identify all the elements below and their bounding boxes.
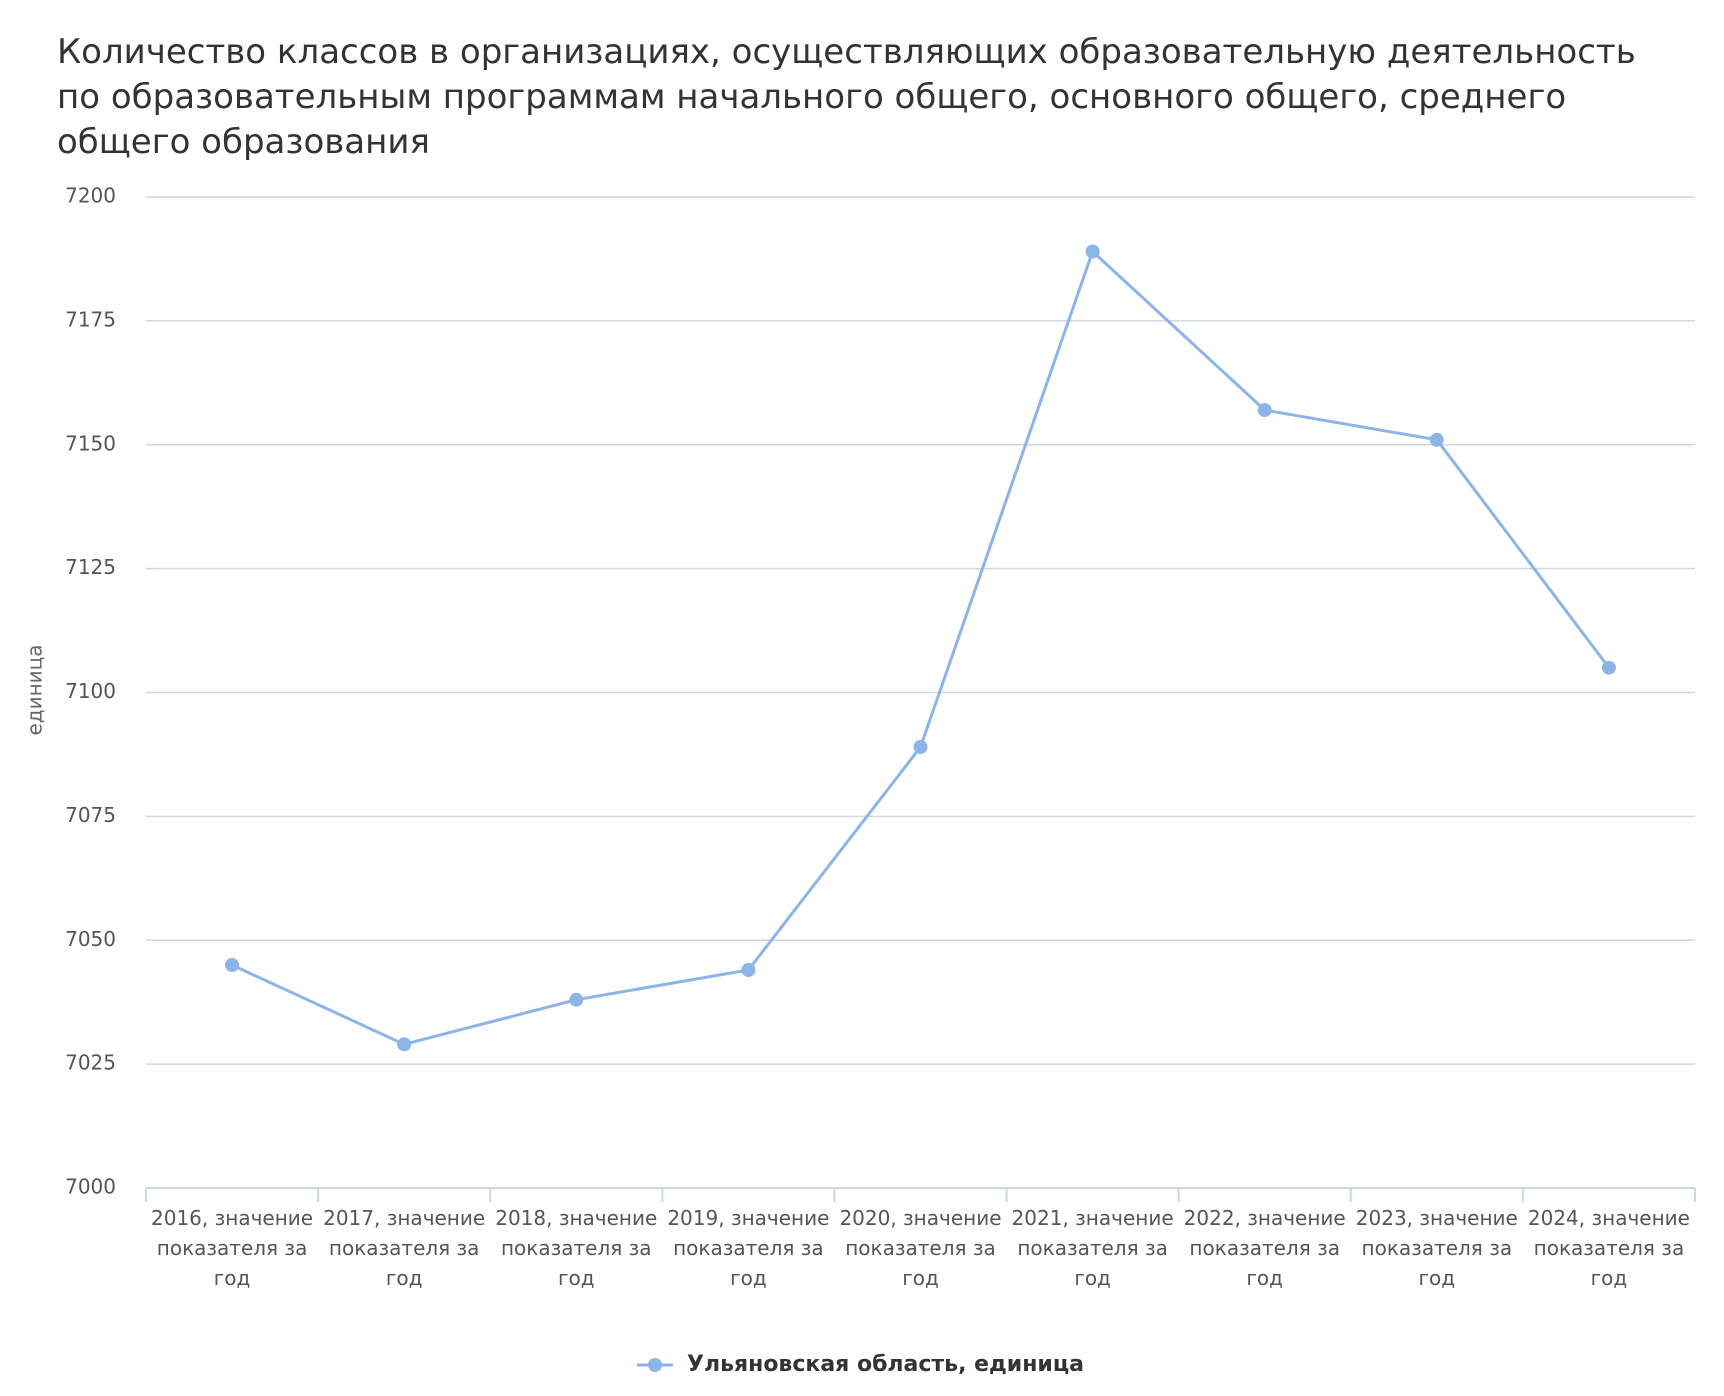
y-tick-label: 7000 [65,1175,116,1199]
y-tick-label: 7175 [65,307,116,331]
legend-marker [648,1358,663,1372]
data-point [1085,244,1100,259]
x-tick-label: 2022, значение показателя за год [1183,1206,1346,1290]
y-tick-label: 7075 [65,803,116,827]
data-point [1429,432,1444,447]
x-tick-label: 2017, значение показателя за год [323,1206,486,1290]
y-tick-label: 7025 [65,1051,116,1075]
legend: Ульяновская область, единица [637,1352,1084,1377]
data-point [225,958,240,973]
y-axis-label: единица [23,644,47,735]
series-line [231,248,1611,1046]
data-point [1601,660,1616,675]
data-point [913,740,928,755]
y-tick-label: 7150 [65,431,116,455]
x-tick-label: 2024, значение показателя за год [1527,1206,1690,1290]
legend-label: Ульяновская область, единица [687,1352,1084,1377]
x-tick-label: 2019, значение показателя за год [667,1206,830,1290]
data-point [1257,403,1272,418]
y-tick-label: 7125 [65,555,116,579]
chart-title: Количество классов в организациях, осуще… [57,32,1636,162]
data-point [397,1037,412,1052]
x-tick-label: 2020, значение показателя за год [839,1206,1002,1290]
y-tick-label: 7100 [65,679,116,703]
x-tick-label: 2016, значение показателя за год [151,1206,314,1290]
y-tick-label: 7050 [65,927,116,951]
data-point [741,962,756,977]
x-tick-label: 2023, значение показателя за год [1355,1206,1518,1290]
x-tick-label: 2021, значение показателя за год [1011,1206,1174,1290]
y-tick-label: 7200 [65,184,116,208]
data-point [569,992,584,1007]
x-tick-label: 2018, значение показателя за год [495,1206,658,1290]
